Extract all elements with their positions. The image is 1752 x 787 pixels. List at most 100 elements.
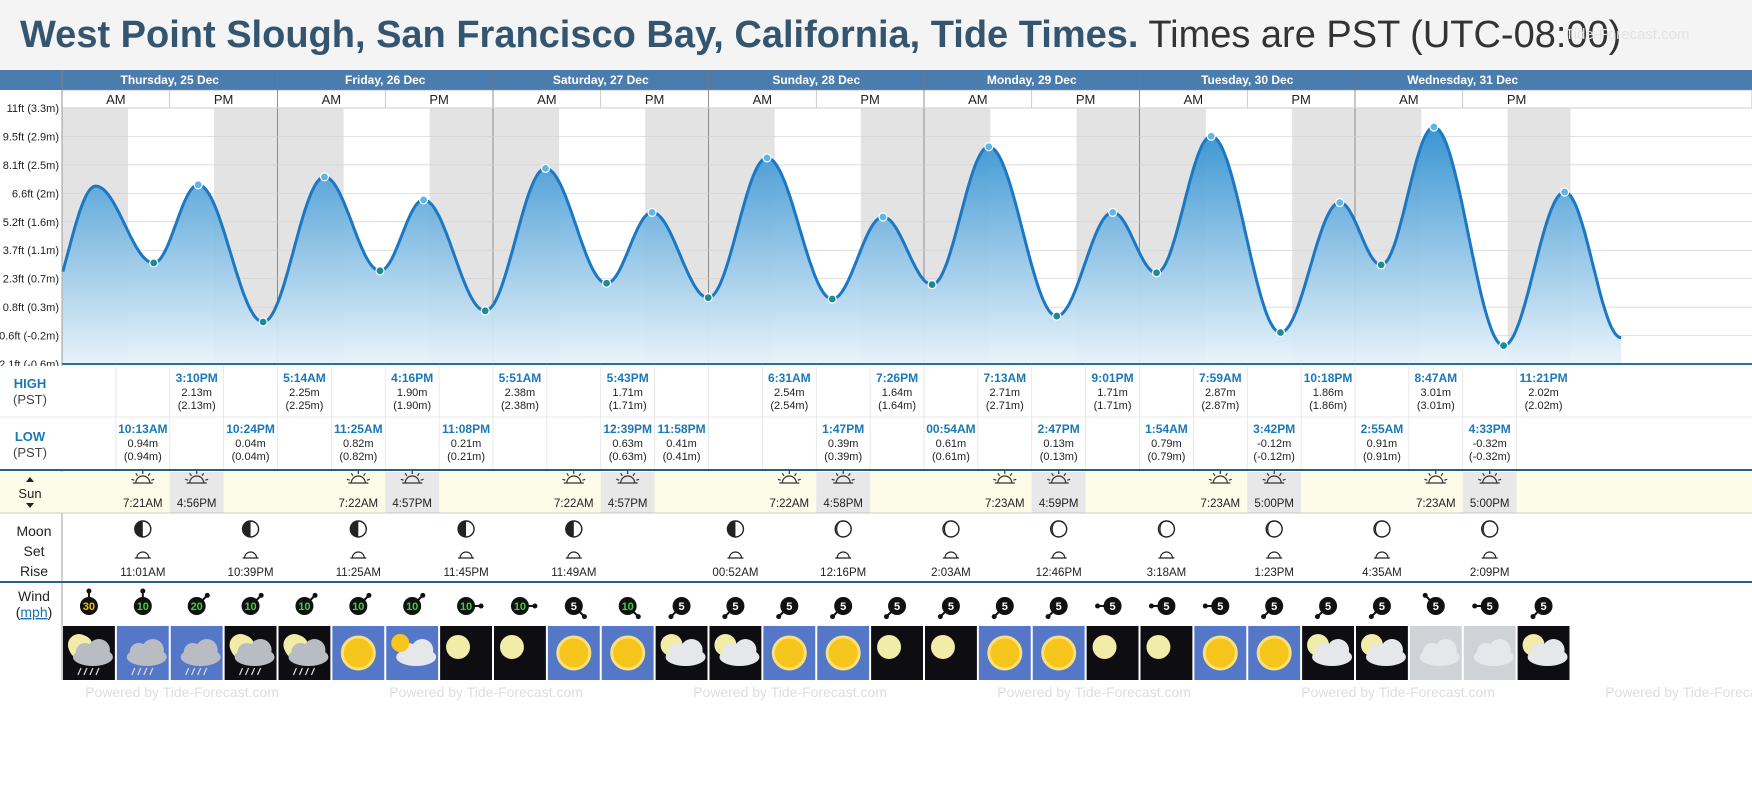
high-label: HIGH (14, 376, 47, 391)
wind-speed: 5 (1002, 601, 1008, 613)
y-tick-label: 2.3ft (0.7m) (3, 274, 59, 286)
wind-indicator: 5 (1202, 597, 1230, 615)
night-cloudy-icon (655, 626, 708, 680)
sun-ray (135, 472, 139, 477)
moon-disc (942, 520, 960, 538)
high-height: 1.71m (612, 387, 643, 399)
high-time: 7:59AM (1199, 371, 1242, 385)
moonset-icon (350, 551, 367, 559)
wind-speed: 5 (948, 601, 954, 613)
wind-arrow-head (722, 614, 728, 620)
sunrise-time: 7:22AM (769, 498, 809, 510)
cloud-shape (1434, 639, 1457, 661)
wind-indicator: 5 (1095, 597, 1122, 615)
sun-down-arrow-icon (26, 503, 34, 508)
high-height: 1.64m (882, 387, 913, 399)
sun-ray (847, 472, 851, 477)
wind-arrow-head (86, 588, 92, 594)
high-height-alt: (1.64m) (878, 400, 916, 412)
sunset-icon (400, 471, 424, 484)
moon-phase-icon (1157, 520, 1176, 538)
high-height: 2.02m (1528, 387, 1559, 399)
moon-arc (567, 551, 581, 559)
high-tide-point (1560, 187, 1570, 197)
low-tide-point (1151, 268, 1162, 278)
rain-drop (203, 667, 208, 676)
moonrise-icon (1158, 551, 1175, 559)
high-time: 4:16PM (391, 371, 433, 385)
day-sunny-icon (763, 626, 816, 680)
sunrise-time: 7:23AM (1200, 498, 1240, 510)
night-rain-icon (224, 626, 277, 680)
high-height: 2.13m (181, 387, 212, 399)
wind-speed: 30 (83, 601, 95, 613)
moon-disc (1480, 520, 1499, 538)
high-height-alt: (2.38m) (501, 400, 539, 412)
rain-drop (251, 667, 256, 676)
low-tide-point (258, 317, 268, 327)
wind-arrow-head (776, 614, 782, 620)
low-height: 0.39m (828, 438, 859, 450)
sunset-time: 4:56PM (177, 498, 217, 510)
sun-ray (350, 472, 354, 477)
high-height-alt: (1.90m) (393, 400, 431, 412)
high-height-alt: (1.71m) (609, 400, 647, 412)
wind-arrow-head (532, 603, 538, 609)
sun-ray (1212, 472, 1216, 477)
wind-speed: 10 (244, 601, 256, 613)
wind-speed: 5 (1217, 601, 1223, 613)
footer-watermark: Powered by Tide-Forecast.com (997, 684, 1191, 700)
night-clear-icon (1086, 626, 1139, 680)
high-height-alt: (2.13m) (178, 400, 216, 412)
sun-arc (997, 475, 1013, 484)
sun-ray (562, 478, 566, 481)
moon-arc (1375, 551, 1389, 559)
wind-speed: 5 (1056, 601, 1062, 613)
tide-chart: Thursday, 25 Dec Friday, 26 Dec Saturday, … (0, 70, 1752, 787)
day-rain-icon (170, 626, 223, 680)
moon-phase-icon (726, 520, 745, 538)
low-time: 4:33PM (1469, 422, 1511, 436)
moon-time: 11:49AM (551, 567, 596, 579)
wind-arrow-head (668, 614, 674, 620)
wind-indicator: 30 (79, 588, 98, 615)
sun-ray (851, 478, 855, 481)
wind-speed: 5 (1110, 601, 1116, 613)
cloud-shape (734, 639, 757, 661)
wind-speed: 5 (571, 601, 577, 613)
sun-ray (420, 478, 424, 481)
night-clear-icon (440, 626, 492, 680)
wind-arrow-head (1045, 614, 1051, 620)
high-height: 1.71m (1097, 387, 1128, 399)
y-tick-label: 3.7ft (1.1m) (3, 245, 59, 257)
wind-indicator: 5 (937, 597, 960, 620)
rain-drop (197, 667, 202, 676)
low-time: 3:42PM (1253, 422, 1295, 436)
cloud-shape (1327, 639, 1350, 661)
sun-arc (781, 475, 797, 484)
wind-badge (241, 597, 260, 615)
low-tide-point (375, 266, 385, 276)
wind-badge (79, 597, 98, 615)
night-cloudy-icon (1302, 626, 1354, 680)
high-tide-point (418, 195, 429, 205)
sun-ray (566, 472, 570, 477)
rain-drop (292, 667, 297, 676)
location-title: West Point Slough, San Francisco Bay, Ca… (20, 14, 1139, 56)
sun-ray (147, 472, 151, 477)
sun-label: Sun (18, 486, 41, 501)
wind-indicator: 10 (241, 592, 264, 615)
day-sunny-icon (601, 626, 654, 680)
sun-ray (131, 478, 135, 481)
moon-set-label: Set (23, 543, 44, 559)
sunset-time: 4:58PM (823, 498, 863, 510)
rain-drop (191, 667, 196, 676)
sunset-time: 4:57PM (392, 498, 432, 510)
wind-speed: 5 (679, 601, 685, 613)
night-rain-icon (63, 626, 115, 680)
sun-shape (340, 635, 376, 671)
footer-watermark: Powered by Tide-Forecast.com (1605, 684, 1752, 700)
moon-phase-icon (134, 520, 152, 538)
moonset-icon (1050, 551, 1067, 559)
sun-arc (350, 475, 366, 484)
